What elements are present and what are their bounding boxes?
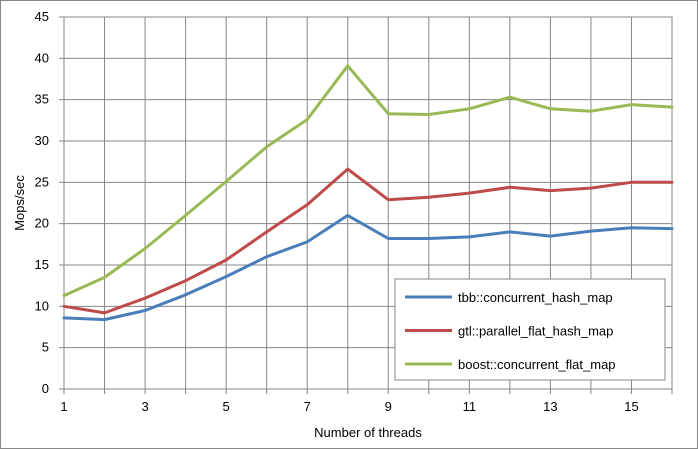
series-line (62, 167, 674, 315)
legend: tbb::concurrent_hash_mapgtl::parallel_fl… (394, 278, 666, 381)
x-tick-label: 13 (543, 399, 557, 414)
y-tick-label: 20 (35, 216, 49, 231)
x-tick-label: 11 (463, 399, 477, 414)
x-tick-label: 15 (624, 399, 638, 414)
x-tick-label: 5 (223, 399, 230, 414)
x-tick-label: 9 (385, 399, 392, 414)
y-tick-label: 25 (35, 174, 49, 189)
y-tick-label: 35 (35, 92, 49, 107)
y-tick-label: 15 (35, 257, 49, 272)
series-line (62, 64, 674, 298)
legend-label: gtl::parallel_flat_hash_map (458, 324, 613, 339)
y-tick-label: 0 (42, 381, 49, 396)
series-lines (62, 64, 674, 322)
y-tick-label: 45 (35, 9, 49, 24)
x-tick-label: 7 (304, 399, 311, 414)
y-tick-label: 40 (35, 50, 49, 65)
y-tick-label: 10 (35, 298, 49, 313)
y-tick-label: 30 (35, 133, 49, 148)
x-tick-label: 3 (141, 399, 148, 414)
plot-area (63, 16, 673, 390)
x-tick-label: 1 (60, 399, 67, 414)
legend-label: boost::concurrent_flat_map (458, 357, 616, 372)
y-axis-title: Mops/sec (12, 175, 27, 231)
series-line (62, 213, 674, 322)
y-tick-label: 5 (42, 340, 49, 355)
legend-label: tbb::concurrent_hash_map (458, 290, 613, 305)
x-axis-title: Number of threads (314, 425, 422, 440)
